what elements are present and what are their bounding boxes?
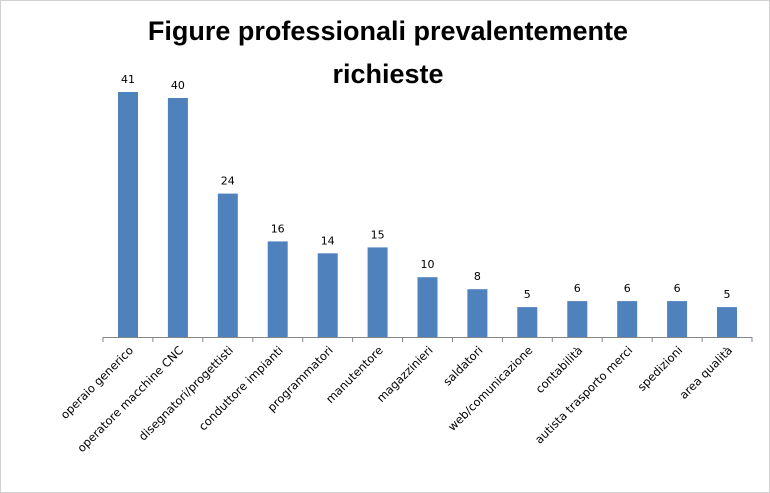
category-label-9: web/comunicazione — [445, 343, 536, 434]
data-label-1: 41 — [121, 73, 135, 86]
data-label-7: 10 — [421, 258, 435, 271]
category-label-11: autista trasporto merci — [532, 343, 635, 446]
data-label-11: 6 — [624, 282, 631, 295]
bar-13 — [717, 307, 737, 337]
chart-title: Figure professionali prevalentemente ric… — [147, 16, 629, 89]
category-label-10: contabilità — [533, 343, 586, 396]
data-label-9: 5 — [524, 288, 531, 301]
data-label-2: 40 — [171, 79, 185, 92]
data-label-3: 24 — [221, 175, 235, 188]
bar-1 — [118, 92, 138, 337]
data-label-12: 6 — [674, 282, 681, 295]
bar-6 — [367, 247, 388, 337]
bar-9 — [517, 307, 538, 337]
data-label-10: 6 — [574, 282, 581, 295]
data-label-13: 5 — [724, 288, 731, 301]
category-label-12: spedizioni — [635, 343, 686, 394]
bar-12 — [667, 301, 688, 337]
data-label-8: 8 — [474, 270, 481, 283]
category-label-3: disegnatori/progettisti — [136, 343, 236, 443]
bar-8 — [467, 289, 488, 337]
bar-5 — [317, 253, 338, 337]
category-label-13: area qualità — [677, 343, 736, 402]
bar-2 — [167, 98, 188, 337]
data-label-4: 16 — [271, 222, 285, 235]
bar-11 — [617, 301, 638, 337]
data-label-5: 14 — [321, 234, 335, 247]
bar-10 — [567, 301, 588, 337]
category-label-4: conduttore impianti — [196, 343, 286, 433]
category-label-8: saldatori — [440, 343, 485, 388]
bar-3 — [217, 193, 238, 337]
bar-4 — [267, 241, 288, 337]
bar-7 — [417, 277, 438, 337]
data-label-6: 15 — [371, 228, 385, 241]
